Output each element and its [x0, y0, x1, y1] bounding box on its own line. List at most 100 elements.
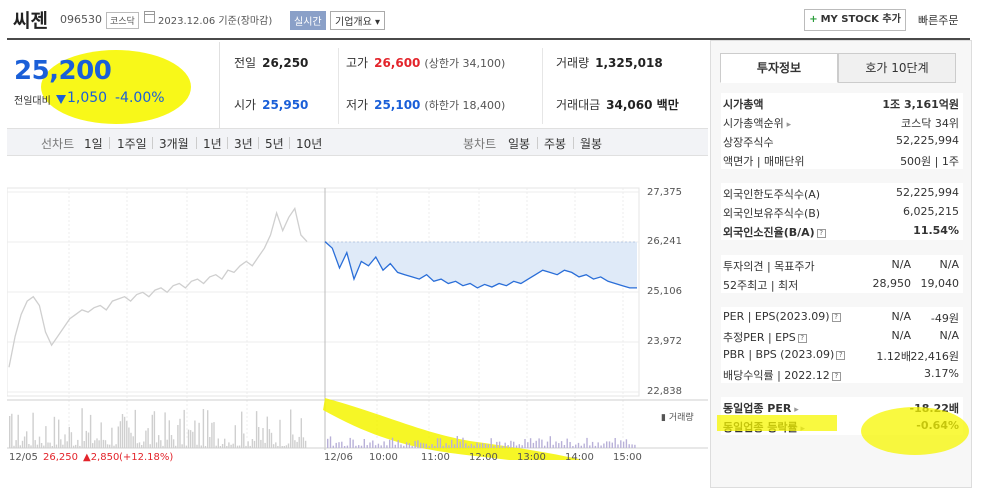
info-label-text: 추정PER | EPS — [723, 331, 796, 344]
volume-bar — [207, 410, 208, 448]
volume-bar — [460, 442, 461, 449]
volume-bar — [294, 440, 295, 448]
price-chart[interactable]: 27,375 26,241 25,106 23,972 22,838 ▮ 거래량… — [7, 160, 708, 460]
volume-bar — [485, 444, 486, 448]
quick-order-link[interactable]: 빠른주문 — [918, 12, 958, 28]
help-icon[interactable]: ? — [817, 229, 826, 238]
series-area-today — [325, 242, 637, 288]
info-row: 투자의견 | 목표주가 N/A N/A — [721, 255, 963, 274]
info-label[interactable]: PBR | BPS (2023.09)? — [723, 348, 845, 361]
volume-bar — [260, 440, 261, 448]
volume-bar — [595, 446, 596, 448]
volume-bar — [147, 428, 148, 448]
volume-bar — [474, 446, 475, 449]
help-icon[interactable]: ? — [798, 334, 807, 343]
tab-1w[interactable]: 1주일 — [117, 135, 147, 152]
volume-bar — [245, 446, 246, 448]
live-button[interactable]: 실시간 — [290, 11, 326, 30]
volume-bar — [414, 441, 415, 448]
volume-bar — [581, 446, 582, 448]
highlight-mark — [323, 398, 661, 460]
volume-value: 1,325,018 — [595, 56, 663, 70]
open-value: 25,950 — [262, 98, 308, 112]
mystock-add-button[interactable]: + MY STOCK 추가 — [804, 9, 906, 31]
info-label[interactable]: 배당수익률 | 2022.12? — [723, 367, 841, 383]
volume-bar — [290, 410, 291, 449]
lower-limit: (하한가 18,400) — [424, 99, 505, 112]
help-icon[interactable]: ? — [836, 351, 845, 360]
volume-bar — [330, 436, 331, 448]
volume-bar — [451, 440, 452, 448]
tab-1d[interactable]: 1일 — [84, 135, 103, 152]
info-label[interactable]: 외국인소진율(B/A)? — [723, 224, 826, 240]
volume-bar — [111, 428, 112, 448]
volume-bar — [162, 446, 163, 448]
info-value-text: 52,225,994 — [896, 134, 959, 147]
volume-bar — [39, 437, 40, 448]
info-value: 3.17% — [924, 367, 959, 380]
info-row: 추정PER | EPS? N/A N/A — [721, 326, 963, 345]
tab-5y[interactable]: 5년 — [265, 135, 284, 152]
volume-bar — [398, 440, 399, 448]
tab-orderbook[interactable]: 호가 10단계 — [838, 53, 956, 83]
volume-bar — [32, 413, 33, 448]
info-label[interactable]: 시가총액순위 ▸ — [723, 115, 791, 131]
volume-bar — [35, 440, 36, 448]
info-group-valuation: PER | EPS(2023.09)? N/A -49원 추정PER | EPS? N/… — [721, 307, 963, 383]
tab-10y[interactable]: 10년 — [296, 135, 322, 152]
volume-bar — [598, 442, 599, 448]
volume-bar — [558, 443, 559, 448]
volume-bar — [327, 439, 328, 448]
volume-bar — [533, 443, 534, 448]
volume-bar — [81, 408, 82, 448]
info-label: 액면가 | 매매단위 — [723, 153, 805, 169]
company-overview-button[interactable]: 기업개요 ▾ — [330, 11, 385, 30]
help-icon[interactable]: ? — [832, 313, 841, 322]
volume-bar — [364, 439, 365, 448]
tab-daily-candle[interactable]: 일봉 — [508, 135, 530, 152]
help-icon[interactable]: ? — [832, 372, 841, 381]
volume-bar — [120, 421, 121, 448]
price-box: 25,200 전일대비 1,050 -4.00% — [7, 42, 220, 128]
tab-divider — [227, 137, 228, 149]
stock-code: 096530 — [60, 13, 102, 26]
volume-bar — [84, 441, 85, 448]
info-value-primary: N/A — [892, 258, 911, 271]
volume-bar — [434, 446, 435, 448]
info-value-text: 코스닥 34위 — [901, 117, 959, 130]
volume-bar — [629, 444, 630, 448]
volume-bar — [578, 443, 579, 448]
volume-bar — [634, 445, 635, 448]
volume-bar — [62, 445, 63, 448]
tab-monthly-candle[interactable]: 월봉 — [580, 135, 602, 152]
tab-divider — [196, 137, 197, 149]
volume-bar — [355, 446, 356, 448]
volume-bar — [620, 440, 621, 448]
info-label[interactable]: 추정PER | EPS? — [723, 329, 807, 345]
info-row: PBR | BPS (2023.09)? 1.12배 22,416원 — [721, 345, 963, 364]
summary-divider — [338, 48, 339, 124]
info-group-market-cap: 시가총액 1조 3,161억원 시가총액순위 ▸ 코스닥 34위 상장주식수 52,225… — [721, 93, 963, 169]
info-label: 외국인한도주식수(A) — [723, 186, 820, 202]
volume-bar — [43, 446, 44, 448]
high-value: 26,600 — [374, 56, 420, 70]
volume-bar — [383, 441, 384, 448]
prev-close-value: 26,250 — [262, 56, 308, 70]
volume-bar — [292, 435, 293, 449]
volume-bar — [352, 440, 353, 448]
volume-bar — [502, 446, 503, 448]
volume-bar — [224, 439, 225, 448]
tab-3m[interactable]: 3개월 — [159, 135, 189, 152]
info-label[interactable]: PER | EPS(2023.09)? — [723, 310, 841, 323]
volume-bar — [341, 442, 342, 448]
tab-3y[interactable]: 3년 — [234, 135, 253, 152]
tab-invest-info[interactable]: 투자정보 — [720, 53, 838, 83]
info-label[interactable]: 동일업종 PER ▸ — [723, 400, 799, 416]
tab-1y[interactable]: 1년 — [203, 135, 222, 152]
x-tick-label: 10:00 — [369, 452, 398, 463]
volume-bar — [516, 446, 517, 449]
chevron-right-icon: ▸ — [791, 405, 798, 415]
info-label: 상장주식수 — [723, 134, 774, 150]
volume-bar — [423, 443, 424, 448]
tab-weekly-candle[interactable]: 주봉 — [544, 135, 566, 152]
